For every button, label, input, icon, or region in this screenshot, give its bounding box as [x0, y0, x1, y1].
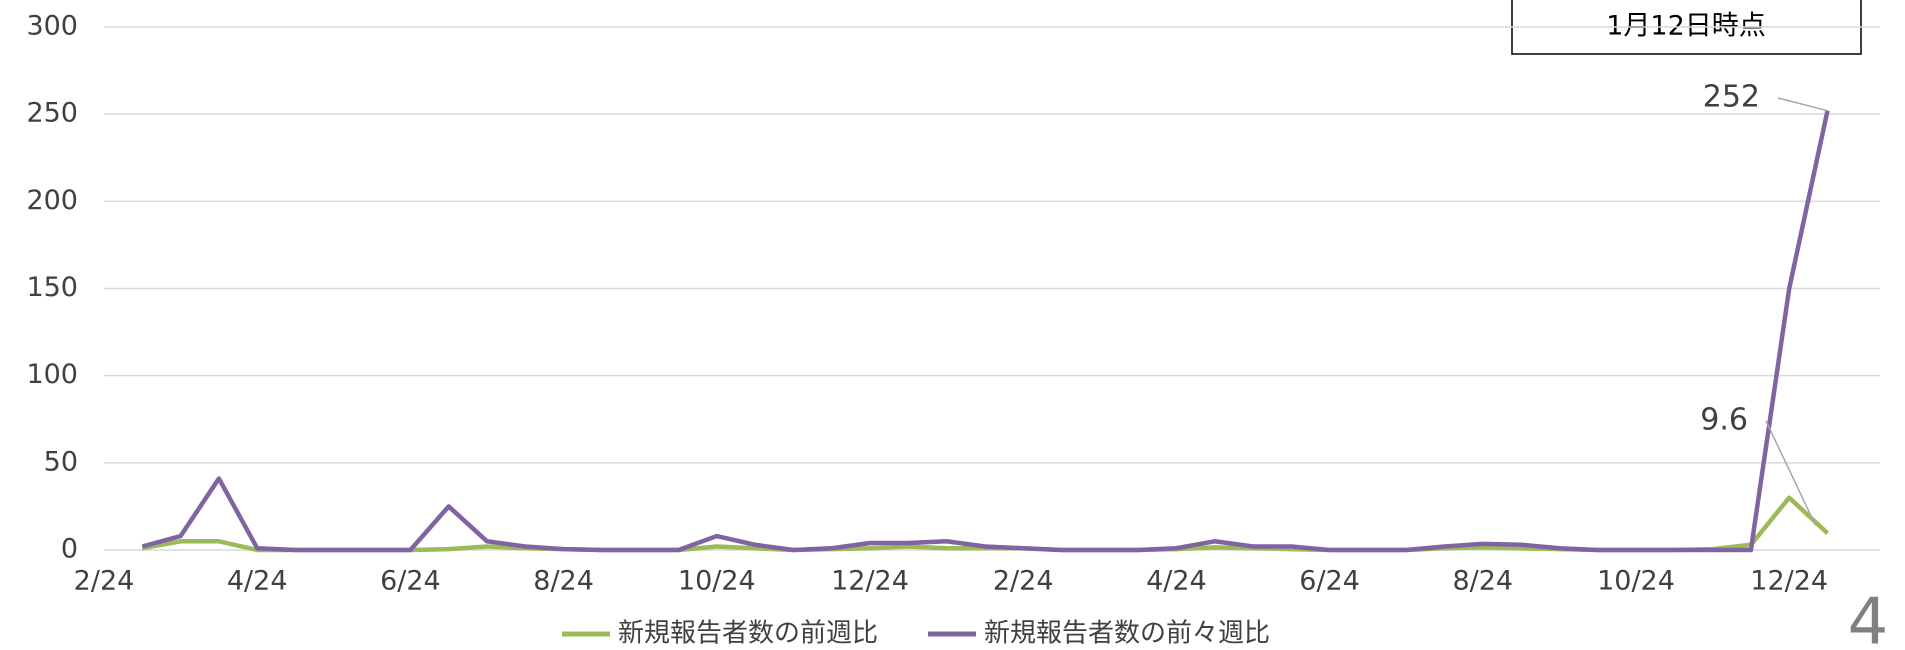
x-tick-label: 4/24	[227, 566, 288, 597]
data-label: 9.6	[1700, 403, 1748, 438]
series-line	[141, 110, 1830, 553]
y-tick-label: 0	[61, 534, 78, 565]
data-label: 252	[1703, 80, 1760, 115]
series-line	[141, 495, 1830, 553]
annotation: 1月12日時点	[1606, 11, 1766, 42]
y-tick-label: 150	[26, 272, 78, 303]
x-tick-label: 8/24	[533, 566, 594, 597]
y-tick-label: 300	[26, 11, 78, 42]
x-tick-label: 2/24	[993, 566, 1054, 597]
y-tick-label: 50	[44, 446, 78, 477]
y-tick-label: 200	[26, 185, 78, 216]
legend-label: 新規報告者数の前々週比	[984, 619, 1270, 649]
page-number: 4	[1848, 586, 1889, 650]
leader-line	[1777, 97, 1828, 112]
x-tick-label: 4/24	[1146, 566, 1207, 597]
x-tick-label: 2/24	[74, 566, 135, 597]
y-tick-label: 100	[26, 359, 78, 390]
leader-line	[1765, 420, 1817, 526]
legend-label: 新規報告者数の前週比	[618, 619, 878, 649]
x-tick-label: 10/24	[1597, 566, 1675, 597]
x-tick-label: 6/24	[1299, 566, 1360, 597]
y-tick-label: 250	[26, 98, 78, 129]
x-tick-label: 6/24	[380, 566, 441, 597]
x-tick-label: 8/24	[1452, 566, 1513, 597]
x-tick-label: 12/24	[1750, 566, 1828, 597]
x-tick-label: 10/24	[678, 566, 756, 597]
x-tick-label: 12/24	[831, 566, 909, 597]
